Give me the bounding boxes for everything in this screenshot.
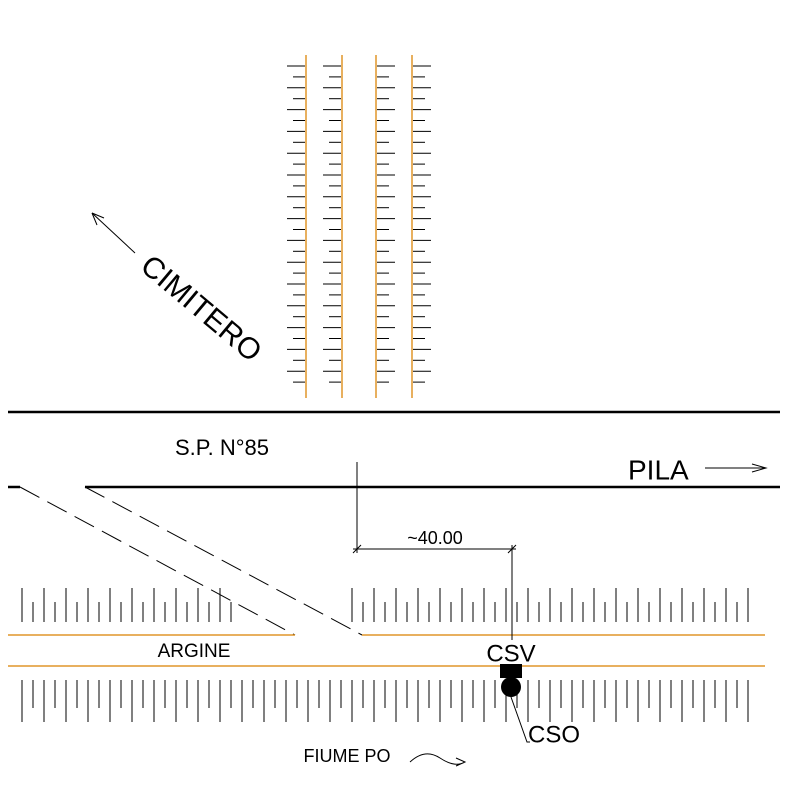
road bbox=[8, 410, 780, 489]
direction-label: PILA bbox=[628, 454, 689, 485]
ramp bbox=[19, 486, 363, 636]
embankment-label: ARGINE bbox=[158, 641, 231, 662]
lanes bbox=[305, 55, 413, 398]
embankment-lines bbox=[8, 634, 765, 667]
dimension-label: ~40.00 bbox=[407, 528, 463, 548]
hatching bbox=[21, 65, 749, 722]
structure-label: CSV bbox=[486, 640, 535, 667]
river-label: FIUME PO bbox=[303, 746, 390, 766]
cso-structure bbox=[501, 677, 521, 697]
arrows bbox=[91, 212, 768, 767]
structure-label: CSO bbox=[528, 721, 580, 748]
dimension bbox=[352, 462, 517, 640]
road-label: S.P. N°85 bbox=[175, 435, 269, 460]
csv-structure bbox=[500, 664, 522, 678]
